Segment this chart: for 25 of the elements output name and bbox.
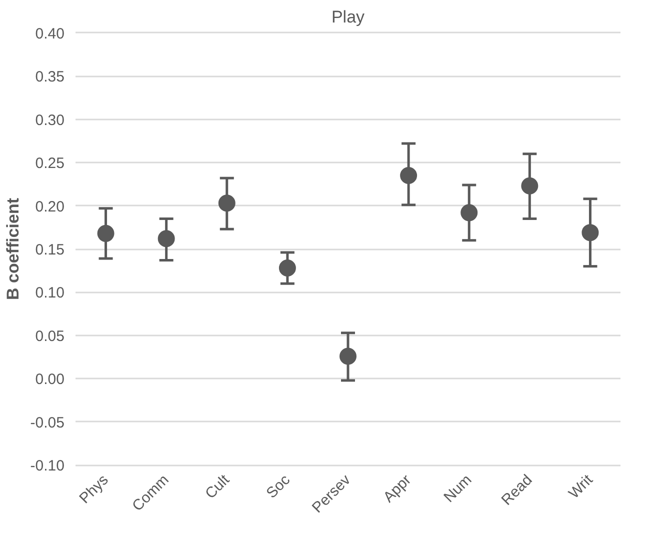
y-tick-label: 0.10: [35, 284, 65, 302]
point: [460, 204, 478, 222]
x-tick-label: Soc: [263, 471, 294, 502]
y-tick-label: 0.30: [35, 112, 65, 129]
y-tick-label: 0.25: [35, 155, 65, 172]
y-tick-label: 0.35: [35, 68, 65, 86]
point: [400, 167, 418, 184]
x-tick-label: Cult: [202, 470, 234, 502]
chart-title: Play: [331, 8, 366, 26]
y-axis-title: B coefficient: [3, 198, 22, 300]
y-tick-label: 0.40: [35, 25, 65, 42]
point: [582, 224, 599, 242]
y-tick-label: 0.05: [35, 328, 65, 345]
y-tick-label: 0.00: [35, 371, 65, 388]
point: [218, 194, 236, 212]
y-tick-label: 0.15: [35, 242, 65, 258]
point: [521, 177, 538, 194]
y-tick-label: -0.05: [30, 414, 65, 432]
x-tick-label: Writ: [566, 470, 597, 502]
point: [340, 348, 356, 365]
point: [97, 224, 114, 242]
y-tick-label: 0.20: [35, 198, 65, 216]
point: [278, 260, 296, 277]
y-tick-label: -0.10: [30, 458, 65, 475]
point: [158, 230, 175, 248]
